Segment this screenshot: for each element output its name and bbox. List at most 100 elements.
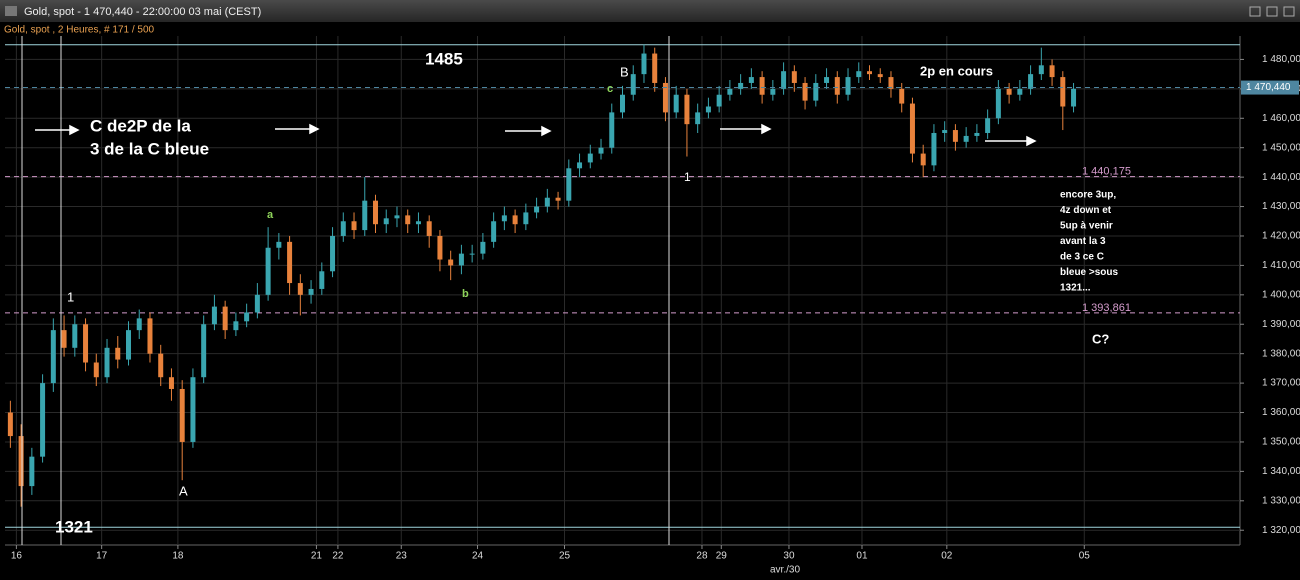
candle-body	[1006, 88, 1012, 95]
y-tick-label: 1 400,000	[1262, 289, 1300, 300]
note-line: 4z down et	[1060, 205, 1112, 216]
candle-body	[727, 88, 733, 95]
candle-body	[952, 130, 958, 142]
candle-body	[83, 324, 89, 363]
y-tick-label: 1 320,000	[1262, 525, 1300, 536]
candle-body	[61, 330, 67, 348]
window-icon	[5, 6, 17, 16]
x-tick-label: 05	[1079, 551, 1091, 562]
x-axis-label: avr./30	[770, 565, 800, 576]
y-tick-label: 1 440,000	[1262, 172, 1300, 183]
note-line: 5up à venir	[1060, 221, 1113, 232]
candle-body	[265, 247, 271, 295]
y-tick-label: 1 380,000	[1262, 348, 1300, 359]
candle-body	[29, 456, 35, 487]
candle-body	[974, 132, 980, 136]
x-tick-label: 30	[783, 551, 795, 562]
candle-body	[351, 221, 357, 231]
candle-body	[566, 168, 572, 201]
candle-body	[963, 135, 969, 142]
candle-body	[609, 112, 615, 148]
candle-body	[437, 235, 443, 260]
note-line: encore 3up,	[1060, 190, 1116, 201]
level-label: 1 440,175	[1082, 166, 1131, 178]
y-tick-label: 1 460,000	[1262, 113, 1300, 124]
minimize-button[interactable]	[1249, 6, 1261, 17]
chart-subtitle: Gold, spot , 2 Heures, # 171 / 500	[4, 25, 155, 36]
candle-body	[158, 353, 164, 378]
x-tick-label: 29	[716, 551, 728, 562]
candle-body	[802, 82, 808, 101]
annotation: 2p en cours	[920, 63, 993, 78]
candle-body	[759, 77, 765, 95]
note-line: de 3 ce C	[1060, 252, 1104, 263]
candle-body	[480, 241, 486, 254]
candle-body	[136, 318, 142, 331]
candle-body	[126, 330, 131, 360]
candle-body	[942, 130, 948, 133]
candle-body	[287, 241, 293, 284]
candle-body	[587, 153, 593, 163]
candle-body	[201, 324, 207, 378]
y-tick-label: 1 360,000	[1262, 407, 1300, 418]
candle-body	[233, 321, 239, 331]
candle-body	[147, 318, 153, 354]
annotation: 3 de la C bleue	[90, 139, 209, 158]
x-tick-label: 16	[11, 551, 23, 562]
candle-body	[72, 324, 78, 348]
annotation: b	[462, 288, 469, 300]
candle-body	[813, 82, 819, 101]
candle-body	[448, 259, 454, 266]
candle-body	[244, 312, 250, 322]
candle-body	[405, 215, 411, 225]
candle-body	[738, 82, 744, 89]
annotation: A	[179, 483, 188, 498]
candle-body	[888, 77, 894, 89]
candle-body	[641, 53, 647, 75]
annotation: c	[607, 83, 613, 95]
annotation: C?	[1092, 331, 1109, 346]
restore-button[interactable]	[1266, 6, 1278, 17]
x-tick-label: 17	[96, 551, 108, 562]
candle-body	[695, 112, 701, 125]
candle-body	[834, 77, 840, 95]
x-tick-label: 22	[332, 551, 344, 562]
candle-body	[555, 197, 561, 201]
window-title: Gold, spot - 1 470,440 - 22:00:00 03 mai…	[24, 6, 261, 18]
y-tick-label: 1 450,000	[1262, 142, 1300, 153]
y-tick-label: 1 350,000	[1262, 437, 1300, 448]
candle-body	[340, 221, 346, 236]
candle-body	[469, 253, 475, 255]
y-tick-label: 1 420,000	[1262, 231, 1300, 242]
note-line: avant la 3	[1060, 236, 1106, 247]
candle-body	[1049, 65, 1055, 78]
annotation: 1	[684, 170, 691, 184]
candle-body	[222, 306, 228, 331]
candle-body	[673, 94, 679, 113]
candle-body	[684, 94, 690, 125]
title-bar	[0, 0, 1300, 22]
candle-body	[93, 362, 99, 378]
candle-body	[748, 77, 754, 83]
candle-body	[856, 71, 862, 78]
candle-body	[620, 94, 625, 113]
y-tick-label: 1 430,000	[1262, 201, 1300, 212]
candle-body	[995, 88, 1001, 119]
candle-body	[168, 377, 174, 389]
close-button[interactable]	[1283, 6, 1295, 17]
candle-body	[523, 212, 529, 225]
annotation: 1321	[55, 517, 93, 536]
candle-body	[577, 162, 583, 169]
y-tick-label: 1 370,000	[1262, 378, 1300, 389]
candle-body	[791, 71, 797, 83]
candle-body	[211, 306, 217, 325]
annotation: a	[267, 209, 274, 221]
candle-body	[985, 118, 991, 133]
candle-body	[491, 221, 497, 242]
annotation: 1	[67, 289, 74, 304]
y-tick-label: 1 340,000	[1262, 466, 1300, 477]
candle-body	[330, 235, 336, 272]
candle-body	[899, 88, 905, 104]
candle-body	[394, 215, 400, 219]
